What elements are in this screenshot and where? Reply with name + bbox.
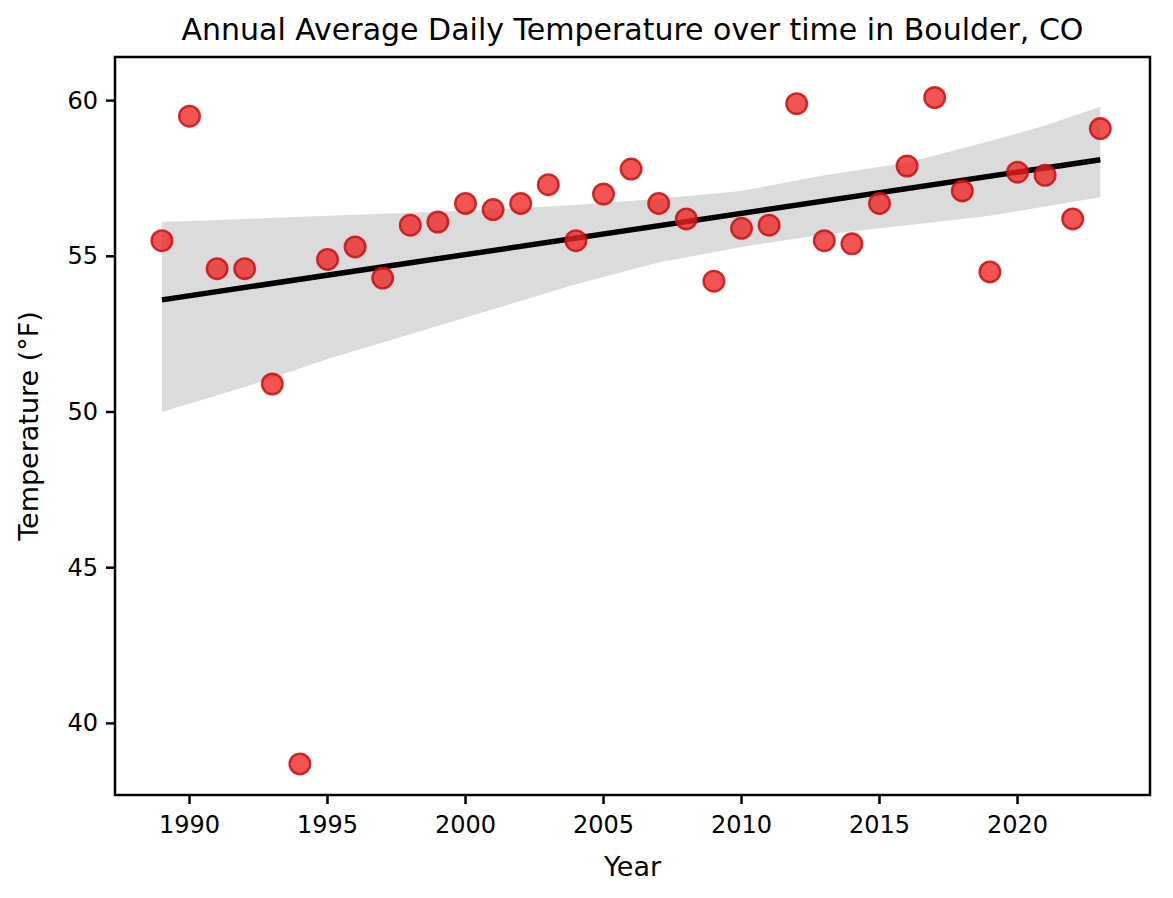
scatter-point — [759, 215, 780, 236]
scatter-point — [1062, 209, 1083, 230]
scatter-point — [262, 374, 283, 395]
scatter-point — [1007, 162, 1028, 183]
scatter-point — [566, 230, 587, 251]
scatter-point — [179, 106, 200, 127]
x-tick-label: 2015 — [849, 811, 910, 839]
x-tick-label: 2020 — [987, 811, 1048, 839]
y-tick-label: 60 — [67, 87, 98, 115]
chart-title: Annual Average Daily Temperature over ti… — [182, 12, 1084, 47]
y-tick-label: 50 — [67, 398, 98, 426]
scatter-point — [1035, 165, 1056, 186]
scatter-point — [317, 249, 338, 270]
scatter-point — [400, 215, 421, 236]
scatter-point — [869, 193, 890, 214]
x-tick-label: 2000 — [435, 811, 496, 839]
scatter-point — [980, 262, 1001, 283]
confidence-band — [162, 107, 1100, 412]
y-tick-label: 55 — [67, 242, 98, 270]
scatter-point — [428, 212, 449, 233]
x-tick-label: 1995 — [297, 811, 358, 839]
scatter-point — [814, 230, 835, 251]
scatter-point — [952, 181, 973, 202]
scatter-point — [483, 199, 504, 220]
x-axis-label: Year — [603, 851, 662, 882]
scatter-point — [455, 193, 476, 214]
y-tick-label: 40 — [67, 709, 98, 737]
y-axis-label: Temperature (°F) — [13, 311, 44, 542]
x-tick-label: 1990 — [159, 811, 220, 839]
scatter-point — [704, 271, 725, 292]
scatter-point — [676, 209, 697, 230]
scatter-point — [234, 258, 255, 279]
scatter-point — [648, 193, 669, 214]
scatter-point — [538, 174, 559, 195]
scatter-point — [924, 87, 945, 108]
figure-canvas: 1990 1995 2000 2005 2010 2015 2020 40 45 50 55 60 An… — [0, 0, 1173, 898]
scatter-point — [1090, 118, 1111, 139]
scatter-point — [207, 258, 228, 279]
scatter-point — [345, 237, 366, 258]
x-tick-label: 2010 — [711, 811, 772, 839]
scatter-point — [290, 754, 311, 775]
scatter-point — [842, 234, 863, 255]
scatter-point — [731, 218, 752, 239]
chart-svg: 1990 1995 2000 2005 2010 2015 2020 40 45 50 55 60 An… — [0, 0, 1173, 898]
scatter-point — [786, 93, 807, 114]
scatter-point — [897, 156, 918, 177]
scatter-point — [621, 159, 642, 180]
scatter-point — [372, 268, 393, 289]
y-tick-label: 45 — [67, 554, 98, 582]
scatter-point — [152, 230, 173, 251]
x-tick-label: 2005 — [573, 811, 634, 839]
scatter-point — [510, 193, 531, 214]
scatter-point — [593, 184, 614, 205]
